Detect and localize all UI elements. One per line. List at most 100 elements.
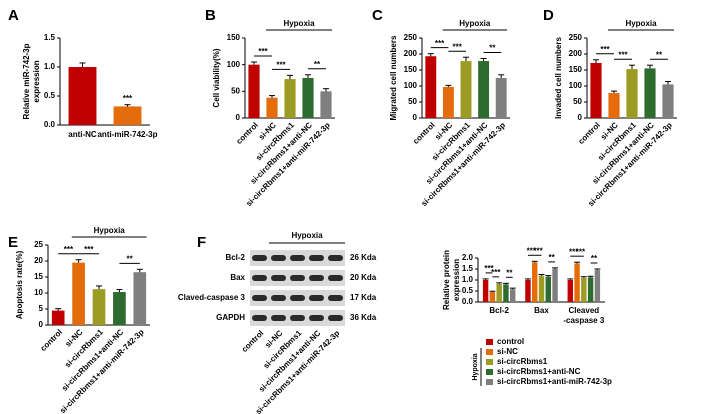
x-tick-label: anti-miR-742-3p xyxy=(97,130,157,139)
group-label: Hypoxia xyxy=(94,226,126,235)
y-axis-label: expression xyxy=(32,60,41,102)
x-tick-label: Bax xyxy=(534,306,549,315)
y-tick-label: 150 xyxy=(404,65,418,74)
bar xyxy=(92,289,106,325)
y-tick-label: 1.0 xyxy=(462,275,474,284)
y-tick-label: 100 xyxy=(227,60,241,69)
significance-label: *** xyxy=(618,50,628,59)
blot-band xyxy=(328,255,343,261)
y-tick-label: 200 xyxy=(404,49,418,58)
y-tick-label: 0 xyxy=(236,113,241,122)
panel-letter: D xyxy=(543,7,554,24)
significance-label: *** xyxy=(600,45,610,54)
significance-label: *** xyxy=(484,264,494,273)
significance-label: *** xyxy=(64,245,74,254)
blot-size-label: 36 Kda xyxy=(350,313,377,322)
y-tick-label: 50 xyxy=(573,97,582,106)
significance-label: *** xyxy=(453,42,463,51)
y-tick-label: 5 xyxy=(39,304,44,313)
bar xyxy=(574,263,580,302)
blot-band xyxy=(328,295,343,301)
blot-lane-label: control xyxy=(240,329,266,355)
group-label: Hypoxia xyxy=(625,19,657,28)
bar xyxy=(662,84,674,118)
blot-band xyxy=(290,315,305,321)
y-axis-label: Relative miR-742-3p xyxy=(22,43,31,119)
bar xyxy=(266,97,278,118)
bar xyxy=(495,78,507,118)
y-axis-label: Apoptosis rate(%) xyxy=(15,250,24,319)
legend-group-label: Hypoxia xyxy=(472,353,479,380)
bar xyxy=(489,292,496,302)
group-label: Hypoxia xyxy=(283,19,315,28)
significance-label: ** xyxy=(314,60,321,69)
y-tick-label: 100 xyxy=(404,81,418,90)
blot-band xyxy=(252,255,267,261)
significance-label: *** xyxy=(123,94,133,103)
significance-label: *** xyxy=(533,246,543,255)
y-tick-label: 10 xyxy=(34,288,43,297)
significance-label: *** xyxy=(576,247,586,256)
bar xyxy=(320,91,332,118)
bar xyxy=(68,67,97,125)
blot-size-label: 17 Kda xyxy=(350,293,377,302)
bar xyxy=(525,280,531,302)
bar xyxy=(302,78,314,118)
y-axis-label: Relative protein xyxy=(442,250,451,310)
significance-label: *** xyxy=(435,39,445,48)
significance-label: ** xyxy=(656,50,663,59)
bar xyxy=(72,262,85,325)
panel-letter: F xyxy=(197,234,206,251)
y-tick-label: 15 xyxy=(34,272,43,281)
bar xyxy=(478,61,490,118)
bar xyxy=(460,61,472,118)
bar xyxy=(552,269,558,302)
y-tick-label: 200 xyxy=(569,49,583,58)
y-tick-label: 0.0 xyxy=(44,120,56,129)
significance-label: ** xyxy=(591,254,598,263)
legend-label: si-NC xyxy=(497,347,518,356)
panel-letter: B xyxy=(205,7,216,24)
bar xyxy=(608,93,620,118)
y-tick-label: 1.5 xyxy=(44,33,56,42)
bar xyxy=(113,292,126,325)
y-tick-label: 20 xyxy=(34,256,43,265)
blot-band xyxy=(309,315,324,321)
bar xyxy=(482,280,489,302)
blot-band xyxy=(309,295,324,301)
panel-letter: E xyxy=(8,234,18,251)
y-tick-label: 0.5 xyxy=(462,286,474,295)
bar xyxy=(626,69,638,118)
y-tick-label: 0 xyxy=(578,113,583,122)
bar xyxy=(51,310,65,325)
legend-label: control xyxy=(497,337,524,346)
y-tick-label: 0.0 xyxy=(462,297,474,306)
legend-swatch xyxy=(486,369,493,375)
y-tick-label: 25 xyxy=(34,240,43,249)
bar xyxy=(567,280,573,302)
blot-band xyxy=(252,275,267,281)
bar xyxy=(442,86,454,118)
bar xyxy=(594,270,601,302)
bar xyxy=(590,62,602,118)
y-tick-label: 0 xyxy=(413,113,418,122)
bar xyxy=(510,289,516,302)
blot-row-label: Bcl-2 xyxy=(225,253,245,262)
blot-band xyxy=(271,315,286,321)
bar xyxy=(113,106,142,125)
blot-size-label: 20 Kda xyxy=(350,273,377,282)
bar xyxy=(644,68,656,118)
y-tick-label: 0 xyxy=(39,320,44,329)
panel-letter: A xyxy=(8,7,19,24)
legend-label: si-circRbms1+anti-miR-742-3p xyxy=(497,377,612,386)
significance-label: *** xyxy=(491,268,501,277)
legend-swatch xyxy=(486,349,493,355)
bar xyxy=(248,64,260,118)
y-axis-label: expression xyxy=(452,259,461,301)
x-tick-label: control xyxy=(234,121,260,147)
blot-row-label: Claved-caspase 3 xyxy=(178,293,246,302)
bar xyxy=(425,56,437,118)
bar xyxy=(545,276,551,302)
x-tick-label: control xyxy=(39,328,65,354)
